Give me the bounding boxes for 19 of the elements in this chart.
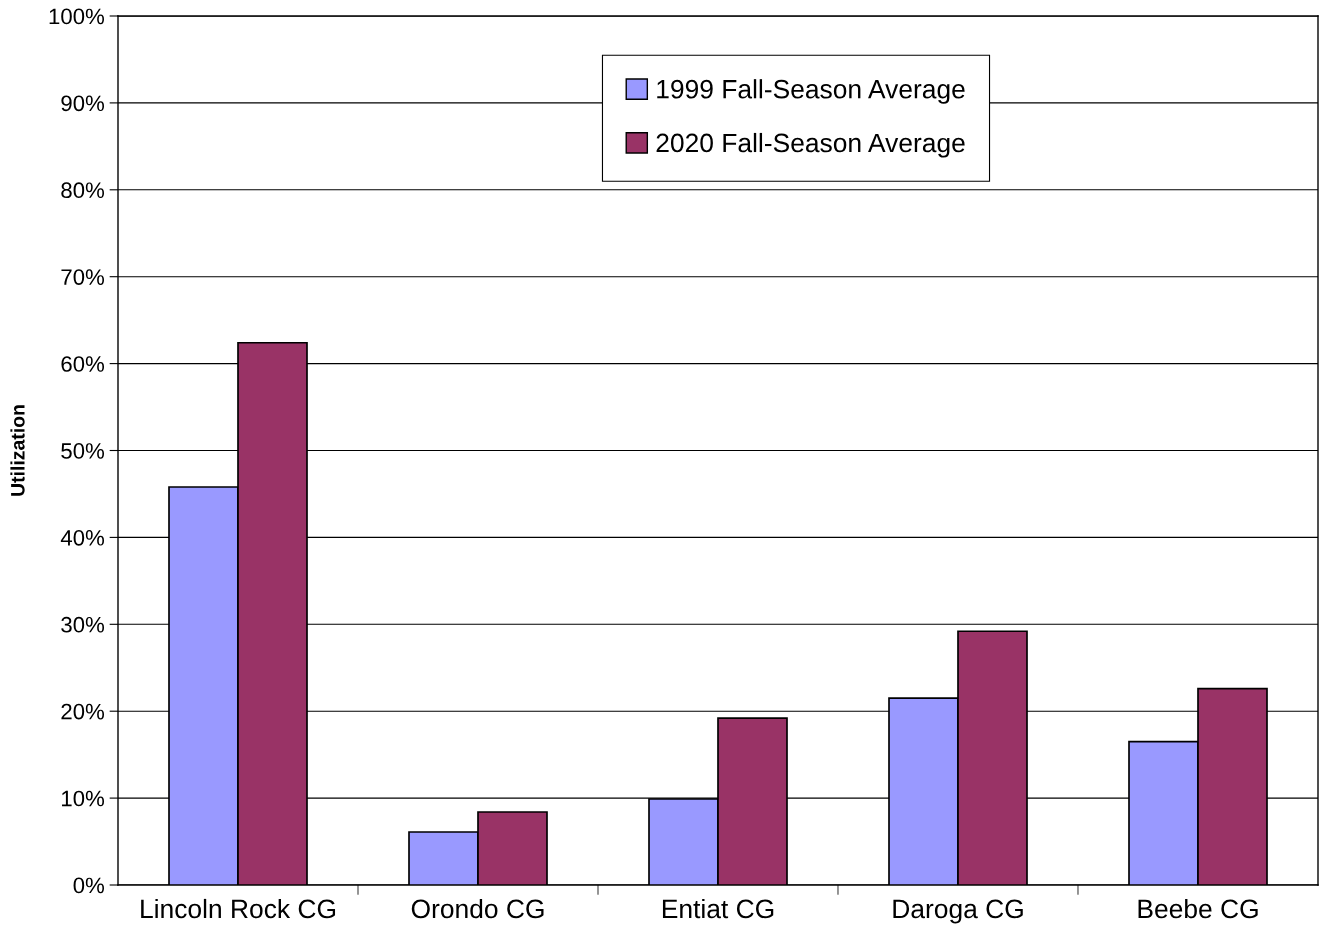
y-tick-label: 30%: [61, 616, 105, 633]
legend-label: 2020 Fall-Season Average: [656, 132, 965, 158]
y-axis-title: Utilization: [10, 405, 25, 496]
x-tick-label: Lincoln Rock CG: [141, 898, 336, 919]
y-tick-label: 100%: [49, 8, 105, 25]
x-tick-label: Daroga CG: [893, 899, 1023, 924]
y-tick-label: 70%: [61, 269, 105, 285]
y-tick-label: 60%: [61, 356, 105, 372]
x-tick-label: Orondo CG: [411, 898, 544, 919]
legend-label: 1999 Fall-Season Average: [657, 79, 965, 104]
y-tick-label: 0%: [73, 877, 105, 894]
y-tick-label: 40%: [60, 529, 105, 546]
y-tick-label: 50%: [61, 443, 105, 459]
y-tick-label: 80%: [61, 182, 105, 199]
y-tick-label: 90%: [61, 95, 105, 112]
y-tick-label: 10%: [62, 790, 105, 807]
y-tick-label: 20%: [61, 703, 105, 720]
x-tick-label: Entiat CG: [662, 898, 774, 919]
x-tick-label: Beebe CG: [1138, 898, 1258, 919]
